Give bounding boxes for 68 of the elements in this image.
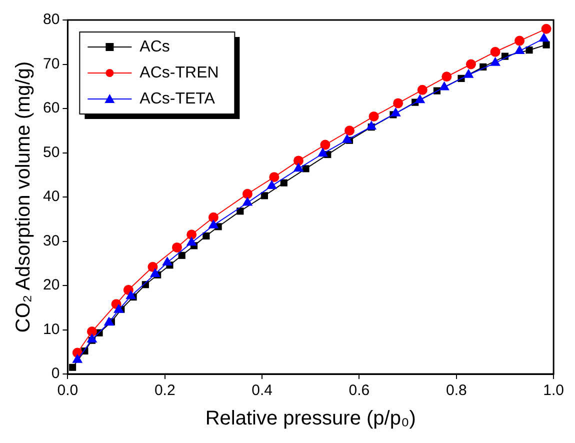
point: [344, 126, 354, 136]
point: [269, 172, 280, 182]
x-tick-label: 0.2: [154, 382, 176, 400]
point: [538, 32, 550, 42]
legend-label: ACs-TREN: [140, 64, 219, 82]
point: [86, 326, 97, 337]
point: [390, 107, 401, 116]
point: [208, 212, 218, 222]
point: [414, 94, 426, 104]
point: [186, 236, 197, 246]
point: [104, 316, 114, 326]
point: [148, 262, 158, 272]
point: [69, 364, 76, 371]
point: [514, 44, 525, 54]
point: [490, 46, 500, 57]
y-tick-label: 10: [42, 320, 60, 338]
point: [202, 232, 210, 240]
point: [266, 180, 277, 189]
y-tick-label: 30: [42, 232, 60, 250]
y-tick-label: 80: [42, 11, 60, 28]
point: [260, 192, 268, 200]
point: [72, 354, 83, 363]
point: [393, 98, 404, 108]
point: [417, 84, 428, 95]
x-tick-label: 0.6: [348, 382, 370, 400]
point: [368, 111, 379, 122]
point: [541, 24, 552, 34]
point: [542, 41, 550, 48]
y-tick-label: 50: [42, 144, 60, 161]
point: [126, 290, 136, 300]
point: [208, 219, 219, 228]
point: [242, 196, 253, 206]
legend-label: ACs-TETA: [140, 90, 216, 108]
y-tick-label: 20: [42, 276, 60, 294]
point: [342, 134, 352, 143]
point: [514, 36, 525, 46]
point: [242, 188, 252, 199]
point: [320, 140, 330, 150]
point: [150, 268, 160, 277]
y-tick-label: 60: [42, 100, 60, 117]
point: [293, 156, 304, 166]
y-tick-label: 40: [42, 188, 60, 206]
point: [318, 148, 328, 157]
point: [302, 165, 310, 172]
x-tick-label: 0.0: [57, 382, 78, 400]
point: [86, 333, 98, 342]
point: [466, 59, 476, 70]
point: [366, 120, 377, 130]
point: [178, 252, 186, 259]
point: [114, 304, 124, 313]
y-tick-label: 70: [42, 55, 60, 72]
x-tick-label: 1.0: [543, 382, 564, 400]
point: [526, 46, 533, 54]
point: [186, 230, 197, 240]
point: [490, 56, 500, 66]
point: [442, 72, 452, 82]
point: [162, 256, 172, 266]
point: [463, 68, 474, 78]
x-axis-title: Relative pressure (p/p₀): [205, 408, 416, 430]
y-axis-title: CO₂ Adsorption volume (mg/g): [12, 61, 35, 333]
point: [172, 242, 182, 252]
point: [439, 81, 450, 90]
x-tick-label: 0.8: [446, 382, 467, 400]
y-tick-label: 0: [51, 365, 60, 382]
point: [280, 179, 288, 186]
x-tick-label: 0.4: [252, 382, 272, 400]
point: [293, 162, 304, 172]
legend-label: ACs: [140, 38, 170, 56]
